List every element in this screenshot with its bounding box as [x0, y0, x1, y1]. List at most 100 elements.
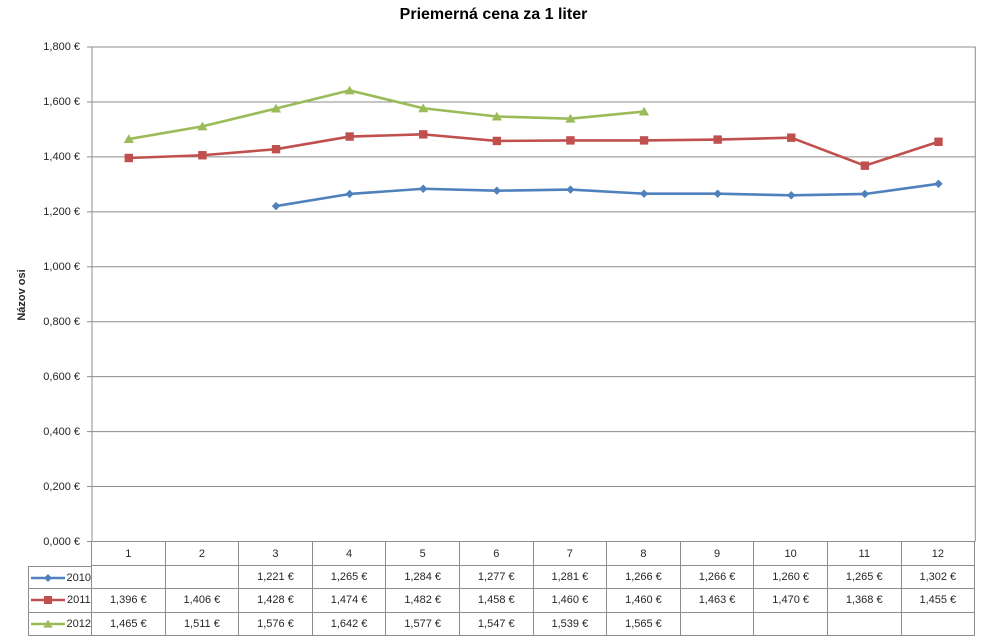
- month-header-cell: 7: [533, 541, 608, 566]
- legend-key-2011: 2011: [28, 589, 92, 613]
- month-header-cell: 12: [901, 541, 976, 566]
- table-cell: 1,465 €: [92, 612, 166, 636]
- data-point-marker: [271, 144, 281, 154]
- month-header-cell: 11: [827, 541, 902, 566]
- table-cell: 1,576 €: [239, 612, 313, 636]
- table-cell: [165, 566, 240, 590]
- table-cell: 1,474 €: [312, 589, 387, 613]
- month-header-cell: 9: [680, 541, 755, 566]
- triangle-marker-icon: [31, 619, 65, 628]
- legend-label: 2010: [66, 571, 91, 584]
- table-cell: [754, 612, 828, 636]
- data-point-marker: [344, 85, 355, 95]
- data-point-marker: [860, 189, 870, 199]
- y-tick-label: 1,400 €: [43, 150, 80, 163]
- y-tick-label: 0,800 €: [43, 315, 80, 328]
- legend-label: 2011: [67, 594, 91, 607]
- data-point-marker: [639, 136, 649, 145]
- table-cell: 1,302 €: [901, 566, 976, 590]
- table-cell: 1,460 €: [607, 589, 681, 613]
- table-cell: 1,460 €: [533, 589, 608, 613]
- data-point-marker: [270, 103, 282, 113]
- table-cell: 1,265 €: [312, 566, 387, 590]
- table-cell: [92, 566, 166, 590]
- y-tick-label: 0,000 €: [43, 535, 80, 548]
- data-point-marker: [419, 184, 428, 193]
- month-header-cell: 8: [607, 541, 681, 566]
- data-point-marker: [934, 179, 943, 189]
- data-point-marker: [566, 136, 575, 145]
- diamond-marker-icon: [31, 573, 65, 582]
- month-header-cell: 10: [754, 541, 828, 566]
- y-tick-label: 0,400 €: [43, 425, 80, 438]
- data-point-marker: [565, 113, 576, 123]
- month-header-cell: 2: [165, 541, 240, 566]
- table-cell: 1,455 €: [901, 589, 976, 613]
- table-cell: 1,368 €: [827, 589, 902, 613]
- month-header-cell: 3: [239, 541, 313, 566]
- data-point-marker: [787, 133, 796, 142]
- table-cell: 1,221 €: [239, 566, 313, 590]
- table-cell: 1,547 €: [459, 612, 534, 636]
- chart-title: Priemerná cena za 1 liter: [399, 6, 588, 23]
- table-cell: 1,482 €: [386, 589, 460, 613]
- data-point-marker: [713, 189, 722, 198]
- data-point-marker: [492, 136, 502, 146]
- data-point-marker: [419, 130, 428, 139]
- data-point-marker: [123, 134, 134, 143]
- y-tick-label: 0,600 €: [43, 370, 80, 383]
- plot-border: [91, 46, 976, 542]
- month-header-cell: 6: [459, 541, 534, 566]
- table-cell: 1,577 €: [386, 612, 460, 636]
- data-point-marker: [639, 189, 649, 198]
- table-cell: 1,266 €: [680, 566, 755, 590]
- table-cell: 1,396 €: [92, 589, 166, 613]
- table-cell: 1,281 €: [533, 566, 608, 590]
- legend-key-2010: 2010: [28, 566, 92, 590]
- table-cell: 1,428 €: [239, 589, 313, 613]
- data-point-marker: [491, 111, 502, 121]
- month-header-cell: 1: [92, 541, 166, 566]
- legend-label: 2012: [66, 617, 91, 630]
- table-cell: 1,565 €: [607, 612, 681, 636]
- data-table: 1 2 3 4 5 6 7 8 9 10 11 12 2010 1,221 €1,265 €1,284 €…: [28, 541, 976, 636]
- table-cell: 1,470 €: [754, 589, 828, 613]
- square-marker-icon: [31, 596, 65, 605]
- table-cell: 1,511 €: [165, 612, 240, 636]
- table-cell: 1,539 €: [533, 612, 608, 636]
- data-point-marker: [345, 132, 354, 141]
- data-point-marker: [860, 161, 870, 170]
- y-tick-label: 1,200 €: [43, 205, 80, 218]
- table-cell: [827, 612, 902, 636]
- table-cell: 1,260 €: [754, 566, 828, 590]
- data-point-marker: [43, 619, 53, 628]
- series-2012: [123, 85, 650, 143]
- series-2011: [124, 130, 943, 170]
- data-point-marker: [713, 135, 722, 144]
- table-cell: 1,265 €: [827, 566, 902, 590]
- table-cell: 1,266 €: [607, 566, 681, 590]
- data-point-marker: [124, 153, 134, 163]
- month-header-cell: 4: [312, 541, 387, 566]
- legend-key-2012: 2012: [28, 612, 92, 636]
- data-point-marker: [787, 191, 796, 200]
- month-header-cell: 5: [386, 541, 460, 566]
- data-point-marker: [566, 185, 575, 194]
- table-cell: [680, 612, 755, 636]
- data-point-marker: [271, 201, 281, 211]
- series-line-2011: [128, 133, 939, 167]
- y-tick-label: 0,200 €: [43, 480, 80, 493]
- table-cell: [901, 612, 976, 636]
- data-point-marker: [345, 189, 354, 199]
- table-cell: 1,406 €: [165, 589, 240, 613]
- data-point-marker: [197, 121, 208, 131]
- data-point-marker: [44, 596, 52, 605]
- table-cell: 1,463 €: [680, 589, 755, 613]
- series-line-2012: [128, 89, 645, 141]
- series-line-2010: [275, 182, 939, 208]
- y-tick-label: 1,800 €: [43, 41, 80, 53]
- data-point-marker: [418, 103, 429, 113]
- data-point-marker: [198, 151, 207, 160]
